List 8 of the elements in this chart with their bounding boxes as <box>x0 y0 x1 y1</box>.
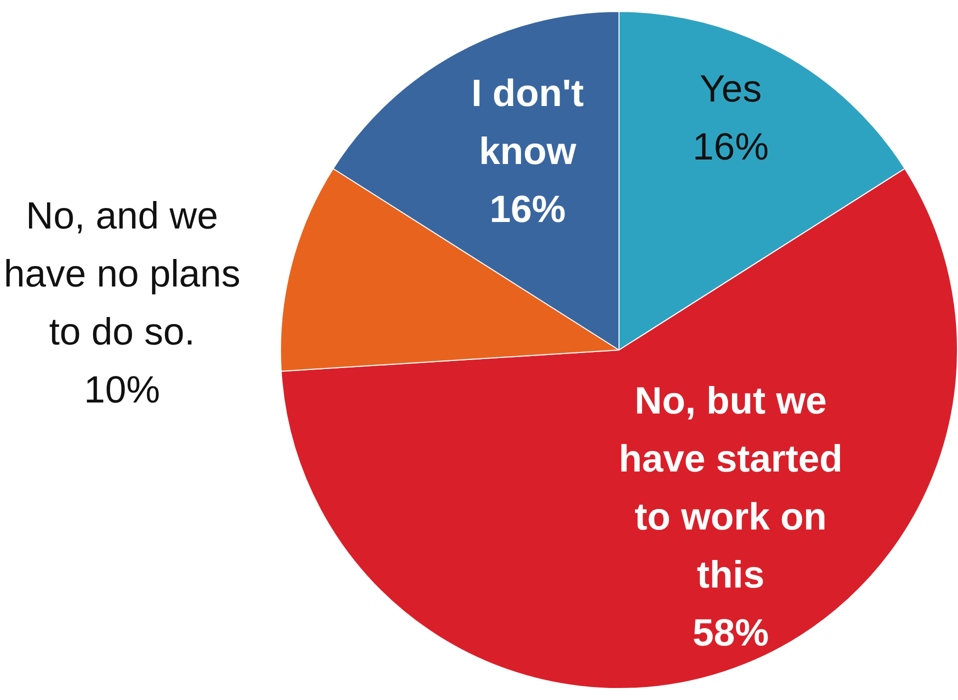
slice-label: I don't know <box>471 73 584 174</box>
data-label: 58% <box>692 612 769 655</box>
data-label: 16% <box>692 126 769 168</box>
slice-label: No, but we have started to work on this <box>618 380 843 597</box>
data-label: 10% <box>84 369 160 412</box>
slice-label: No, and we have no plans to do so. <box>4 195 240 354</box>
slice-label: Yes <box>700 68 762 110</box>
data-label: 16% <box>490 189 566 232</box>
